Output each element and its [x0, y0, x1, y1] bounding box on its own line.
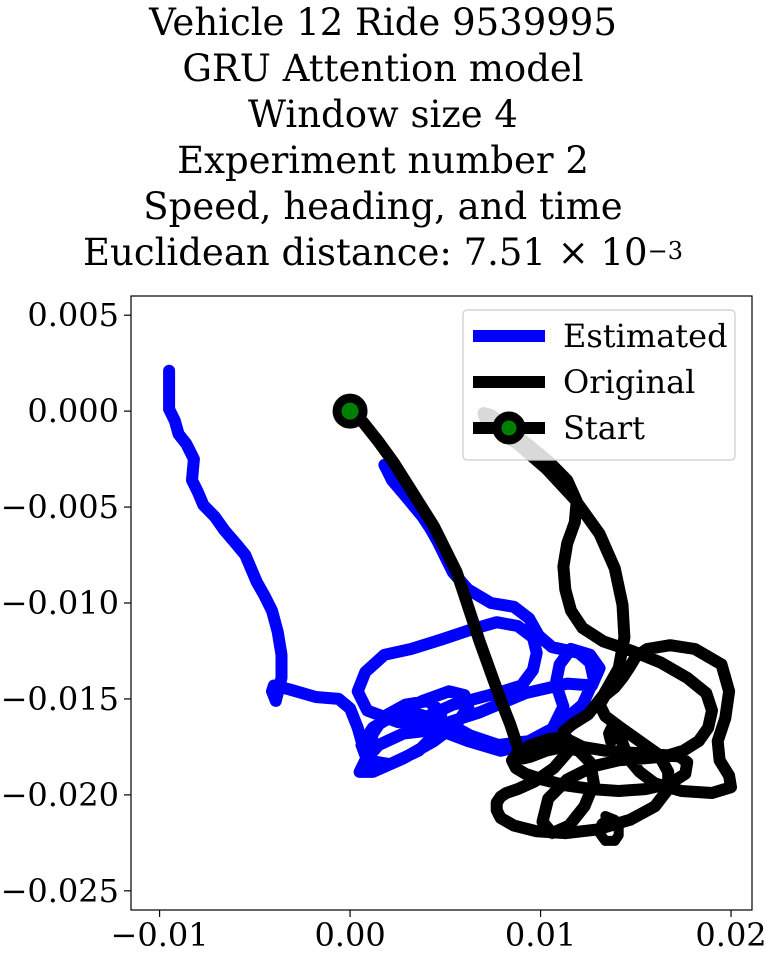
- y-tick-label: −0.010: [1, 584, 119, 622]
- plot-area: [163, 364, 737, 846]
- legend-estimated-label: Estimated: [563, 317, 728, 355]
- axis-ticks: −0.01 0.00 0.01 0.02 0.005 0.000 −0.005 −0.010 −…: [1, 296, 766, 954]
- start-marker: [332, 393, 368, 429]
- title-line-5: Speed, heading, and time: [143, 185, 623, 228]
- y-tick-label: −0.015: [1, 680, 119, 718]
- legend-start-label: Start: [563, 409, 645, 447]
- x-tick-label: 0.01: [505, 916, 576, 954]
- x-tick-label: −0.01: [111, 916, 209, 954]
- distance-exponent: −3: [647, 237, 683, 265]
- series-line-original: [344, 405, 737, 840]
- y-tick-label: 0.005: [27, 296, 119, 334]
- x-tick-label: 0.02: [695, 916, 766, 954]
- y-tick-label: −0.020: [1, 776, 119, 814]
- title-line-3: Window size 4: [248, 93, 518, 136]
- y-tick-label: −0.005: [1, 488, 119, 526]
- title-line-distance: Euclidean distance: 7.51 × 10−3: [83, 231, 683, 274]
- legend: Estimated Original Start: [462, 309, 736, 461]
- legend-start-marker: [492, 411, 526, 445]
- y-tick-label: 0.000: [27, 392, 119, 430]
- series-line-original-tail: [594, 811, 624, 846]
- legend-original-label: Original: [563, 363, 695, 401]
- distance-exponent-base: 10: [600, 231, 648, 274]
- distance-label: Euclidean distance: 7.51: [83, 231, 546, 274]
- title-line-2: GRU Attention model: [182, 47, 584, 90]
- title-line-1: Vehicle 12 Ride 9539995: [149, 1, 617, 44]
- x-tick-label: 0.00: [314, 916, 385, 954]
- title-line-4: Experiment number 2: [177, 139, 589, 182]
- y-tick-label: −0.025: [1, 872, 119, 910]
- chart-title: Vehicle 12 Ride 9539995 GRU Attention mo…: [0, 0, 766, 280]
